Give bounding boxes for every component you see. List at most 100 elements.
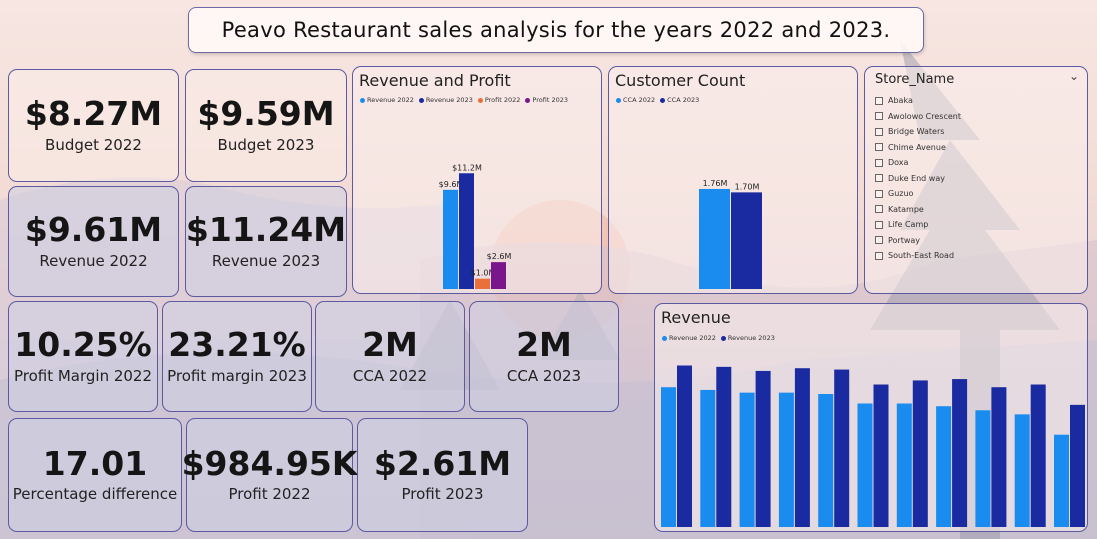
store-item[interactable]: Abaka bbox=[875, 93, 961, 109]
chart-legend: CCA 2022 CCA 2023 bbox=[616, 96, 699, 104]
store-label: Duke End way bbox=[888, 173, 945, 183]
checkbox[interactable] bbox=[875, 205, 883, 214]
bar[interactable] bbox=[731, 192, 762, 289]
store-label: Guzuo bbox=[888, 189, 914, 199]
revenue-chart[interactable]: Revenue Revenue 2022 Revenue 2023 bbox=[654, 303, 1088, 532]
kpi-value: $11.24M bbox=[185, 210, 347, 250]
kpi-value: 10.25% bbox=[14, 325, 152, 365]
bar[interactable] bbox=[857, 403, 873, 528]
chart-title: Revenue bbox=[661, 308, 731, 327]
store-label: Doxa bbox=[888, 158, 909, 168]
bar[interactable] bbox=[778, 392, 794, 527]
kpi-revenue-2022: $9.61M Revenue 2022 bbox=[8, 186, 179, 297]
kpi-label: Profit Margin 2022 bbox=[13, 366, 153, 385]
bar[interactable] bbox=[443, 189, 458, 289]
data-label: 1.70M bbox=[735, 182, 760, 191]
kpi-profit-margin-2022: 10.25% Profit Margin 2022 bbox=[8, 301, 158, 412]
checkbox[interactable] bbox=[875, 220, 883, 229]
bar[interactable] bbox=[1070, 404, 1085, 527]
bar[interactable] bbox=[873, 384, 889, 528]
kpi-cca-2023: 2M CCA 2023 bbox=[469, 301, 619, 412]
kpi-label: Profit margin 2023 bbox=[167, 366, 307, 385]
store-item[interactable]: South-East Road bbox=[875, 248, 961, 264]
bar[interactable] bbox=[952, 379, 968, 527]
legend-item[interactable]: Revenue 2023 bbox=[418, 96, 473, 104]
kpi-value: 2M bbox=[362, 325, 418, 365]
kpi-value: $9.59M bbox=[197, 94, 335, 134]
checkbox[interactable] bbox=[875, 236, 883, 245]
checkbox[interactable] bbox=[875, 127, 883, 136]
bar[interactable] bbox=[1054, 434, 1069, 527]
bar[interactable] bbox=[459, 173, 474, 289]
bar[interactable] bbox=[699, 188, 730, 289]
checkbox[interactable] bbox=[875, 251, 883, 260]
store-item[interactable]: Guzuo bbox=[875, 186, 961, 202]
bar[interactable] bbox=[739, 392, 755, 527]
revenue-profit-chart[interactable]: Revenue and Profit Revenue 2022 Revenue … bbox=[352, 66, 602, 294]
legend-item[interactable]: CCA 2022 bbox=[616, 96, 655, 104]
bar[interactable] bbox=[491, 262, 506, 289]
kpi-label: Revenue 2023 bbox=[211, 251, 321, 270]
bar[interactable] bbox=[661, 387, 676, 527]
store-item[interactable]: Portway bbox=[875, 233, 961, 249]
revenue-plot bbox=[661, 365, 1085, 528]
store-label: Katampe bbox=[888, 204, 924, 214]
chart-title: Revenue and Profit bbox=[359, 71, 511, 90]
checkbox[interactable] bbox=[875, 174, 883, 183]
bar[interactable] bbox=[794, 368, 810, 527]
bar[interactable] bbox=[700, 389, 716, 527]
store-item[interactable]: Doxa bbox=[875, 155, 961, 171]
chart-legend: Revenue 2022 Revenue 2023 Profit 2022 Pr… bbox=[360, 96, 568, 104]
bar[interactable] bbox=[818, 394, 834, 527]
store-item[interactable]: Awolowo Crescent bbox=[875, 109, 961, 125]
store-item[interactable]: Bridge Waters bbox=[875, 124, 961, 140]
bar[interactable] bbox=[912, 380, 928, 527]
bar[interactable] bbox=[834, 369, 850, 527]
legend-item[interactable]: Revenue 2022 bbox=[662, 334, 716, 342]
legend-item[interactable]: Profit 2023 bbox=[525, 96, 568, 104]
store-item[interactable]: Chime Avenue bbox=[875, 140, 961, 156]
legend-item[interactable]: Revenue 2023 bbox=[720, 334, 775, 342]
bar[interactable] bbox=[991, 387, 1007, 527]
kpi-label: Profit 2023 bbox=[401, 485, 484, 504]
legend-item[interactable]: Revenue 2022 bbox=[360, 96, 414, 104]
kpi-profit-margin-2023: 23.21% Profit margin 2023 bbox=[162, 301, 312, 412]
store-item[interactable]: Life Camp bbox=[875, 217, 961, 233]
checkbox[interactable] bbox=[875, 189, 883, 198]
store-item[interactable]: Duke End way bbox=[875, 171, 961, 187]
bar[interactable] bbox=[677, 365, 692, 528]
customer-count-plot: 1.76M 1.70M bbox=[699, 179, 762, 289]
bar[interactable] bbox=[1030, 384, 1046, 528]
kpi-label: Profit 2022 bbox=[228, 485, 311, 504]
kpi-label: Budget 2023 bbox=[217, 135, 315, 154]
kpi-label: CCA 2022 bbox=[352, 366, 428, 385]
bar[interactable] bbox=[975, 410, 991, 527]
chevron-down-icon[interactable]: ⌄ bbox=[1068, 69, 1079, 83]
kpi-value: $2.61M bbox=[373, 443, 512, 483]
legend-item[interactable]: CCA 2023 bbox=[660, 96, 699, 104]
bar[interactable] bbox=[716, 366, 732, 527]
legend-item[interactable]: Profit 2022 bbox=[477, 96, 520, 104]
data-label: $1.0M bbox=[471, 269, 496, 278]
chart-legend: Revenue 2022 Revenue 2023 bbox=[662, 334, 775, 342]
kpi-budget-2022: $8.27M Budget 2022 bbox=[8, 69, 179, 182]
kpi-value: $9.61M bbox=[24, 210, 163, 250]
checkbox[interactable] bbox=[875, 96, 883, 105]
bar[interactable] bbox=[1014, 414, 1030, 527]
checkbox[interactable] bbox=[875, 112, 883, 121]
checkbox[interactable] bbox=[875, 143, 883, 152]
kpi-revenue-2023: $11.24M Revenue 2023 bbox=[185, 186, 347, 297]
kpi-label: Revenue 2022 bbox=[39, 251, 148, 270]
bar[interactable] bbox=[896, 403, 912, 528]
kpi-label: Percentage difference bbox=[12, 485, 178, 504]
bar[interactable] bbox=[755, 370, 771, 527]
store-item[interactable]: Katampe bbox=[875, 202, 961, 218]
store-name-slicer[interactable]: Store_Name ⌄ Abaka Awolowo Crescent Bridge… bbox=[864, 66, 1088, 294]
kpi-value: 17.01 bbox=[42, 443, 148, 483]
bar[interactable] bbox=[475, 278, 490, 289]
bar[interactable] bbox=[936, 406, 952, 527]
customer-count-chart[interactable]: Customer Count CCA 2022 CCA 2023 1.76M 1.… bbox=[608, 66, 858, 294]
checkbox[interactable] bbox=[875, 158, 883, 167]
kpi-value: $8.27M bbox=[24, 94, 163, 134]
kpi-label: Budget 2022 bbox=[45, 135, 142, 154]
